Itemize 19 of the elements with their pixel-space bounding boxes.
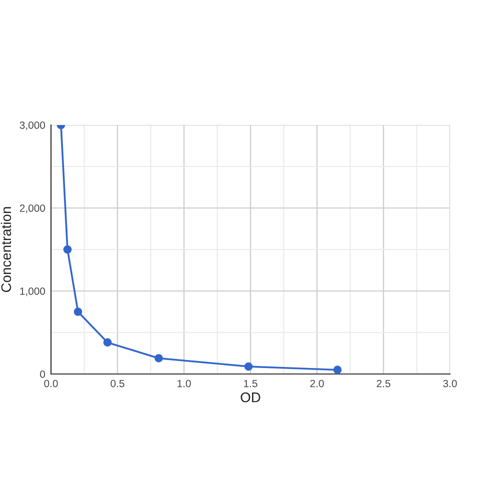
x-axis-title: OD — [240, 392, 260, 402]
y-tick-label: 0 — [40, 370, 46, 378]
point — [244, 362, 253, 371]
point — [63, 245, 72, 254]
x-tick-label: 3.0 — [443, 380, 457, 388]
x-tick-label: 0.5 — [110, 380, 124, 388]
x-tick-label: 2.0 — [310, 380, 324, 388]
x-tick-label: 0.0 — [44, 380, 58, 388]
point — [333, 366, 342, 374]
x-tick-label: 1.5 — [244, 380, 258, 388]
x-tick-label: 2.5 — [376, 380, 390, 388]
point — [74, 308, 82, 316]
y-tick-label: 2,000 — [20, 204, 46, 214]
y-axis-title: Concentration — [0, 207, 12, 292]
y-tick-label: 3,000 — [20, 122, 46, 130]
point — [103, 338, 112, 347]
point — [154, 354, 163, 362]
x-tick-label: 1.0 — [178, 380, 191, 388]
y-tick-label: 1,000 — [20, 288, 46, 296]
